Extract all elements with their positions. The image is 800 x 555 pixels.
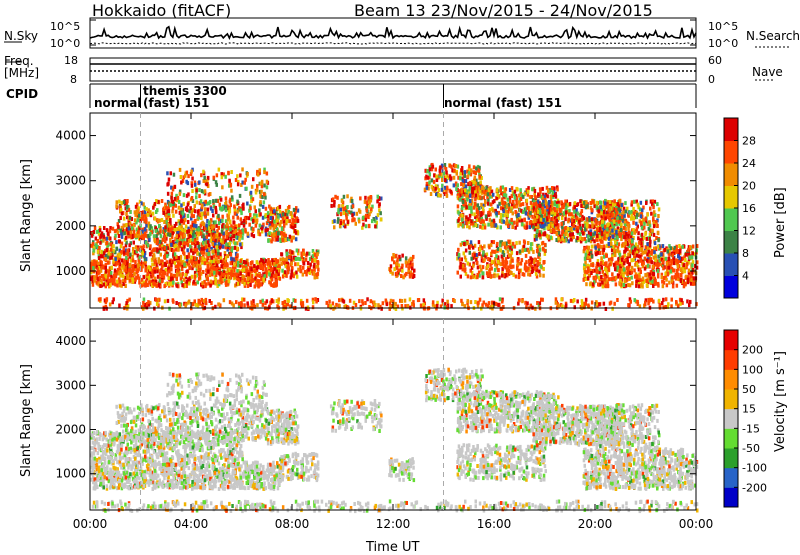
nave-label: Nave bbox=[752, 66, 783, 78]
colorbar-tick-label: 50 bbox=[742, 383, 756, 396]
noise-left-tick-bottom: 10^0 bbox=[50, 38, 80, 49]
y-tick-label: 4000 bbox=[55, 334, 86, 348]
colorbar-swatch bbox=[724, 487, 738, 507]
velocity-colorbar-label: Velocity [m s⁻¹] bbox=[774, 351, 787, 452]
colorbar-swatch bbox=[724, 141, 738, 164]
freq-label-line2: [MHz] bbox=[4, 67, 39, 79]
x-tick-label: 04:00 bbox=[174, 517, 209, 531]
velocity-heatmap-cells bbox=[90, 368, 698, 513]
velocity-colorbar bbox=[724, 330, 738, 508]
colorbar-tick-label: 28 bbox=[742, 135, 756, 148]
colorbar-tick-label: 24 bbox=[742, 157, 756, 170]
noise-search-label: N.Search bbox=[746, 30, 800, 42]
x-tick-label: 20:00 bbox=[578, 517, 613, 531]
colorbar-tick-label: 12 bbox=[742, 225, 756, 238]
freq-right-tick-bottom: 0 bbox=[708, 74, 715, 85]
colorbar-swatch bbox=[724, 330, 738, 350]
colorbar-swatch bbox=[724, 231, 738, 254]
y-tick-label: 4000 bbox=[55, 129, 86, 143]
y-tick-label: 2000 bbox=[55, 423, 86, 437]
colorbar-swatch bbox=[724, 163, 738, 186]
freq-left-tick-top: 18 bbox=[64, 55, 78, 66]
colorbar-tick-label: 200 bbox=[742, 344, 763, 357]
colorbar-tick-label: -50 bbox=[742, 442, 760, 455]
colorbar-swatch bbox=[724, 389, 738, 409]
freq-panel-frame bbox=[90, 58, 696, 81]
cpid-segment-1: normal bbox=[94, 97, 141, 109]
power-heatmap-cells bbox=[90, 163, 699, 311]
power-ylabel: Slant Range [km] bbox=[20, 159, 33, 272]
y-tick-label: 3000 bbox=[55, 174, 86, 188]
colorbar-tick-label: 16 bbox=[742, 202, 756, 215]
noise-right-tick-bottom: 10^0 bbox=[708, 38, 738, 49]
colorbar-swatch bbox=[724, 448, 738, 468]
velocity-ylabel: Slant Range [km] bbox=[20, 364, 33, 477]
x-tick-label: 08:00 bbox=[275, 517, 310, 531]
colorbar-tick-label: 100 bbox=[742, 363, 763, 376]
x-axis-label: Time UT bbox=[366, 541, 419, 554]
colorbar-tick-label: -200 bbox=[742, 481, 767, 494]
colorbar-swatch bbox=[724, 208, 738, 231]
y-tick-label: 2000 bbox=[55, 219, 86, 233]
colorbar-swatch bbox=[724, 369, 738, 389]
colorbar-swatch bbox=[724, 468, 738, 488]
freq-right-tick-top: 60 bbox=[708, 55, 722, 66]
noise-sky-label: N.Sky bbox=[4, 30, 38, 42]
colorbar-swatch bbox=[724, 350, 738, 370]
cpid-segment-3: normal (fast) 151 bbox=[444, 97, 562, 109]
x-tick-label: 16:00 bbox=[477, 517, 512, 531]
y-tick-label: 1000 bbox=[55, 264, 86, 278]
freq-left-tick-bottom: 8 bbox=[70, 74, 77, 85]
y-tick-label: 3000 bbox=[55, 378, 86, 392]
colorbar-swatch bbox=[724, 118, 738, 141]
colorbar-tick-label: 20 bbox=[742, 180, 756, 193]
cpid-label: CPID bbox=[6, 88, 38, 100]
noise-left-tick-top: 10^5 bbox=[50, 21, 80, 32]
colorbar-tick-label: -100 bbox=[742, 462, 767, 475]
colorbar-tick-label: 8 bbox=[742, 247, 749, 260]
noise-sky-line bbox=[90, 27, 696, 38]
noise-right-tick-top: 10^5 bbox=[708, 21, 738, 32]
colorbar-swatch bbox=[724, 409, 738, 429]
colorbar-tick-label: -15 bbox=[742, 422, 760, 435]
x-tick-label: 00:00 bbox=[679, 517, 714, 531]
colorbar-tick-label: 4 bbox=[742, 270, 749, 283]
x-tick-label: 00:00 bbox=[73, 517, 108, 531]
colorbar-swatch bbox=[724, 253, 738, 276]
colorbar-swatch bbox=[724, 428, 738, 448]
power-colorbar bbox=[724, 118, 738, 299]
cpid-segment-2-line2: (fast) 151 bbox=[143, 97, 209, 109]
noise-search-line bbox=[90, 43, 696, 44]
power-colorbar-label: Power [dB] bbox=[774, 187, 787, 258]
colorbar-tick-label: 15 bbox=[742, 403, 756, 416]
colorbar-swatch bbox=[724, 186, 738, 209]
x-tick-label: 12:00 bbox=[376, 517, 411, 531]
beam-date-title: Beam 13 23/Nov/2015 - 24/Nov/2015 bbox=[354, 3, 653, 19]
y-tick-label: 1000 bbox=[55, 467, 86, 481]
station-title: Hokkaido (fitACF) bbox=[92, 3, 231, 19]
colorbar-swatch bbox=[724, 276, 738, 299]
